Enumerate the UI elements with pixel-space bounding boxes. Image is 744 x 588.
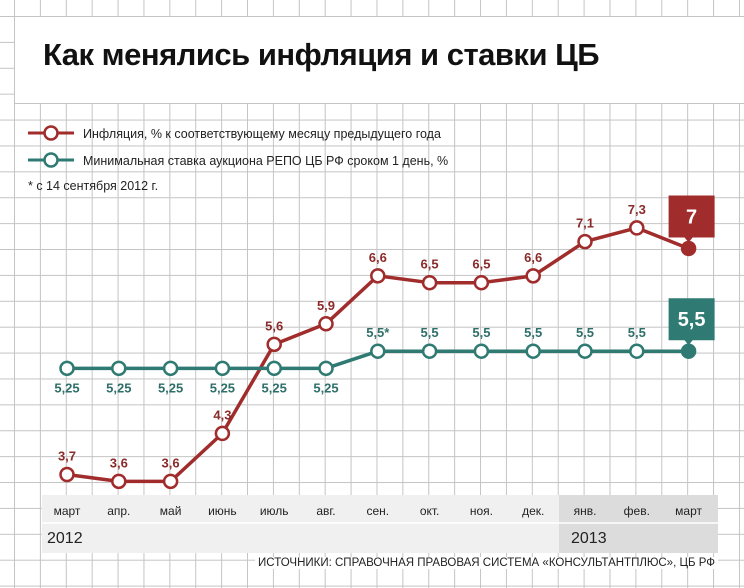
series-inflation: 3,7 3,6 3,6 4,3 5,6 5,9 6,6 6,5 6,5 6,6 7,1 7,3 xyxy=(58,202,697,490)
latest-value-flags: 75,5 xyxy=(668,195,715,346)
inflation-data-label: 5,9 xyxy=(317,298,335,313)
repo-point xyxy=(370,343,386,359)
inflation-data-label: 5,6 xyxy=(265,318,283,333)
year-band-2013 xyxy=(559,495,718,553)
inflation-point xyxy=(577,233,593,250)
repo-data-label: 5,5 xyxy=(472,325,490,340)
flag-shape xyxy=(668,195,715,243)
year-label-2013: 2013 xyxy=(571,530,607,547)
inflation-point xyxy=(421,274,438,291)
inflation-point xyxy=(162,473,179,490)
legend-marker-inflation xyxy=(43,125,59,141)
flag-value: 7 xyxy=(686,206,697,228)
legend-label-repo: Минимальная ставка аукциона РЕПО ЦБ РФ с… xyxy=(83,154,448,168)
inflation-point xyxy=(525,268,541,284)
x-tick-label: апр. xyxy=(107,504,130,518)
x-tick-label: ноя. xyxy=(470,504,493,518)
repo-point xyxy=(680,343,697,359)
legend-label-inflation: Инфляция, % к соответствующему месяцу пр… xyxy=(83,127,441,141)
repo-data-label: 5,5* xyxy=(366,325,390,340)
repo-point xyxy=(318,360,334,377)
inflation-data-label: 6,6 xyxy=(369,250,387,265)
legend-item-inflation: Инфляция, % к соответствующему месяцу пр… xyxy=(28,125,441,141)
flag-shape xyxy=(668,298,715,346)
inflation-data-label: 3,6 xyxy=(110,455,128,470)
series-repo: 5,25 5,25 5,25 5,25 5,25 5,25 5,5* 5,5 5,5 5,5 5,5… xyxy=(54,325,697,395)
inflation-data-label: 6,5 xyxy=(421,257,439,272)
repo-data-label: 5,25 xyxy=(54,380,79,395)
x-tick-label: янв. xyxy=(574,504,597,518)
repo-point xyxy=(59,360,75,377)
repo-data-label: 5,25 xyxy=(313,380,338,395)
repo-point xyxy=(214,360,231,377)
year-band-2012 xyxy=(42,495,559,553)
chart-title: Как менялись инфляция и ставки ЦБ xyxy=(43,37,600,72)
repo-point xyxy=(629,343,645,359)
title-panel: Как менялись инфляция и ставки ЦБ xyxy=(14,16,744,104)
x-tick-label: сен. xyxy=(366,504,389,518)
source-note: ИСТОЧНИКИ: СПРАВОЧНАЯ ПРАВОВАЯ СИСТЕМА «… xyxy=(255,557,718,569)
legend-item-repo: Минимальная ставка аукциона РЕПО ЦБ РФ с… xyxy=(28,152,448,168)
inflation-data-label: 7,3 xyxy=(628,202,646,217)
x-tick-label: авг. xyxy=(316,504,335,518)
repo-point xyxy=(577,343,593,359)
inflation-point xyxy=(214,425,231,442)
x-tick-label: фев. xyxy=(624,504,650,518)
repo-data-label: 5,25 xyxy=(210,380,235,395)
repo-data-label: 5,25 xyxy=(262,380,287,395)
legend-marker-repo xyxy=(43,152,59,168)
inflation-point xyxy=(59,466,75,483)
inflation-point xyxy=(680,240,697,257)
footnote: * с 14 сентября 2012 г. xyxy=(28,179,158,193)
repo-point xyxy=(421,343,438,359)
repo-data-label: 5,25 xyxy=(106,380,131,395)
inflation-point xyxy=(318,316,334,332)
repo-point xyxy=(473,343,490,359)
x-tick-label: март xyxy=(675,504,702,518)
repo-data-label: 5,5 xyxy=(524,325,542,340)
inflation-point xyxy=(111,473,127,490)
x-tick-label: июнь xyxy=(208,504,237,518)
repo-data-label: 5,5 xyxy=(576,325,594,340)
inflation-data-label: 3,6 xyxy=(162,455,180,470)
flag-value: 5,5 xyxy=(678,309,706,331)
inflation-point xyxy=(629,220,645,236)
repo-flag: 5,5 xyxy=(668,298,715,346)
repo-data-label: 5,5 xyxy=(628,325,646,340)
inflation-data-label: 7,1 xyxy=(576,216,594,231)
inflation-data-label: 4,3 xyxy=(213,407,231,422)
inflation-data-label: 6,5 xyxy=(472,257,490,272)
x-tick-label: окт. xyxy=(420,504,440,518)
inflation-point xyxy=(370,268,386,284)
year-label-2012: 2012 xyxy=(47,530,83,547)
x-axis-band: март апр. май июнь июль авг. сен. окт. ноя. дек. я… xyxy=(42,495,718,553)
repo-data-label: 5,5 xyxy=(421,325,439,340)
inflation-point xyxy=(266,336,282,353)
x-tick-label: май xyxy=(160,504,182,518)
inflation-data-label: 6,6 xyxy=(524,250,542,265)
repo-data-label: 5,25 xyxy=(158,380,183,395)
inflation-point xyxy=(473,274,490,291)
repo-point xyxy=(525,343,541,359)
repo-point xyxy=(266,360,282,377)
x-tick-label: дек. xyxy=(522,504,544,518)
x-tick-label: июль xyxy=(260,504,289,518)
series-layer: 3,7 3,6 3,6 4,3 5,6 5,9 6,6 6,5 6,5 6,6 7,1 7,3 5,25… xyxy=(54,202,697,490)
repo-point xyxy=(162,360,179,377)
x-tick-label: март xyxy=(54,504,81,518)
repo-point xyxy=(111,360,127,377)
legend: Инфляция, % к соответствующему месяцу пр… xyxy=(28,125,448,193)
inflation-flag: 7 xyxy=(668,195,715,243)
inflation-data-label: 3,7 xyxy=(58,449,76,464)
